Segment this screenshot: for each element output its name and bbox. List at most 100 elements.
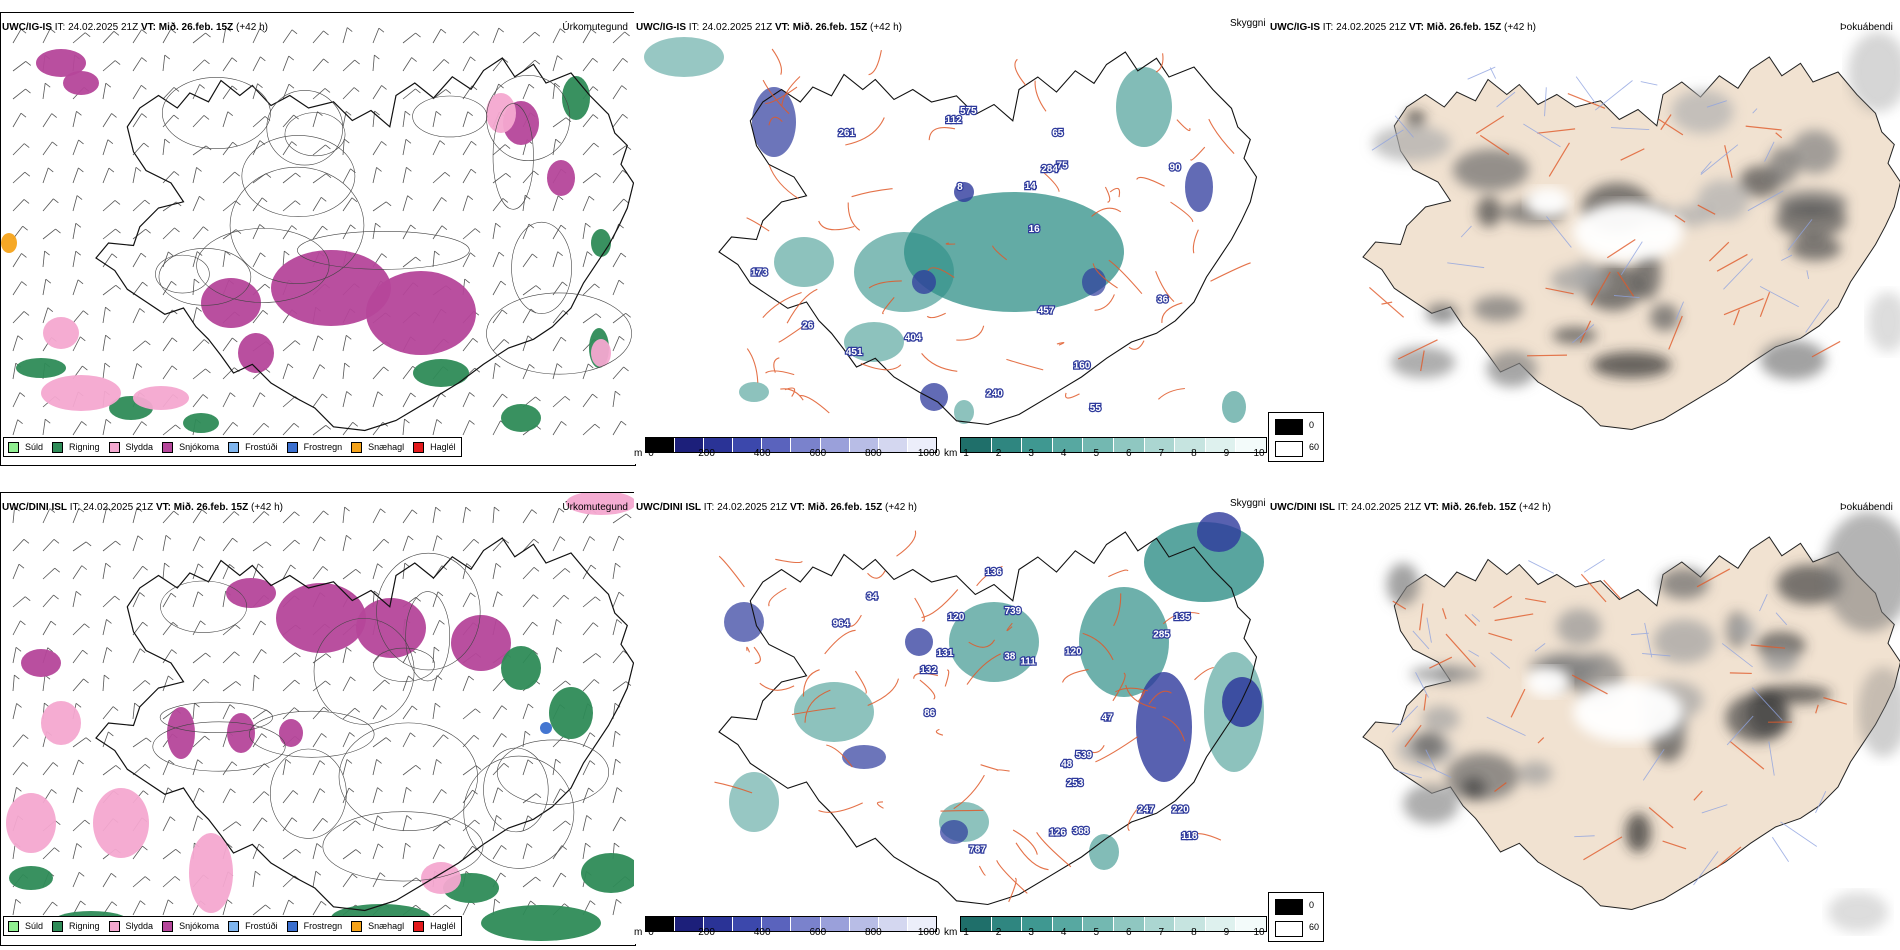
visibility-area: [912, 270, 936, 294]
cloud-map-row2: [1362, 512, 1900, 932]
colorbar-segment: [762, 438, 792, 452]
ceiling-value-label: 131: [937, 648, 954, 659]
glacier-area: [1526, 667, 1570, 697]
ptype-map-row1: [1, 26, 635, 436]
ceiling-value-label: 404: [905, 332, 922, 343]
ptype-legend-item: Frostúði: [228, 441, 278, 453]
precip-area: [562, 76, 590, 120]
ptype-legend-swatch: [286, 441, 298, 453]
ceiling-map-row1: 55 75 90 36 14 8 160 457 261 240 26 575 284 404 16 112 6…: [644, 37, 1258, 426]
ceiling-value-label: 451: [846, 347, 863, 358]
model-name: UWC/DINI ISL: [2, 502, 67, 513]
visibility-area: [844, 322, 904, 362]
precip-area: [591, 339, 611, 367]
ceiling-value-label: 86: [924, 708, 936, 719]
ceiling-value-label: 38: [1004, 651, 1016, 662]
cloud-map-row1: [1362, 32, 1900, 431]
model-name: UWC/DINI ISL: [636, 502, 701, 513]
colorbar-tick-label: 7: [1158, 448, 1165, 459]
road-network: [1369, 93, 1841, 372]
precip-area: [279, 719, 303, 747]
precip-area: [566, 493, 635, 515]
visibility-area: [1136, 672, 1192, 782]
colorbar-tick-label: 1: [963, 927, 969, 938]
visibility-area: [854, 232, 954, 312]
colorbar-tick-label: 9: [1223, 927, 1230, 938]
colorbar-tick-label: 1: [963, 448, 969, 459]
road-network: [714, 530, 1222, 903]
ptype-header-row1: UWC/IG-IS IT: 24.02.2025 21Z VT: Mið. 26…: [2, 22, 268, 34]
colorbar-segment: [1113, 438, 1145, 452]
ceiling-value-label: 739: [1005, 606, 1022, 617]
ptype-legend-label: Haglél: [430, 921, 456, 931]
init-time: IT: 24.02.2025 21Z: [54, 22, 139, 33]
ceiling-value-label: 55: [1090, 403, 1102, 414]
precip-area: [581, 853, 635, 893]
precip-area: [421, 862, 461, 894]
colorbar-segment: [704, 438, 734, 452]
ceiling-value-label: 47: [1102, 712, 1114, 723]
colorbar-tick-label: 10: [1253, 448, 1265, 459]
sea-fog-area: [1858, 667, 1900, 757]
model-name: UWC/IG-IS: [2, 22, 52, 33]
precip-area: [501, 646, 541, 690]
valid-time-label: VT:: [1423, 502, 1439, 513]
colorbar-tick-label: 2: [995, 448, 1002, 459]
ceiling-value-label: 48: [1061, 759, 1073, 770]
valid-time: Mið. 26.feb. 15Z: [173, 502, 249, 513]
ceiling-km-colorbar-row1: [960, 437, 1267, 453]
colorbar-tick-label: 600: [809, 927, 827, 938]
colorbar-segment: [907, 438, 936, 452]
colorbar-segment: [762, 917, 792, 931]
ceiling-m-unit-row1: m: [634, 448, 643, 459]
precip-area: [549, 687, 593, 739]
ceiling-value-label: 111: [1020, 656, 1036, 667]
ceiling-map-row2: 739 136 220 120 964 132 368 787 285 135 47 247 539 13…: [714, 512, 1264, 906]
colorbar-tick-label: 4: [1060, 927, 1067, 938]
ptype-legend-item: Rigning: [52, 441, 100, 453]
ptype-legend-label: Frostregn: [303, 921, 343, 931]
visibility-area: [739, 382, 769, 402]
colorbar-segment: [646, 438, 676, 452]
valid-time-label: VT:: [1408, 22, 1424, 33]
ceiling-value-label: 126: [1049, 827, 1066, 838]
colorbar-segment: [961, 438, 992, 452]
ptype-legend-item: Frostúði: [228, 920, 278, 932]
precip-area: [547, 160, 575, 196]
colorbar-segment: [791, 438, 821, 452]
precip-area: [413, 359, 469, 387]
ceiling-value-label: 120: [948, 612, 965, 623]
ptype-legend-label: Súld: [25, 442, 44, 452]
cloud-legend-row1: 0 60: [1268, 412, 1324, 462]
ceiling-labels: 739 136 220 120 964 132 368 787 285 135 47 247 539 13…: [831, 566, 1199, 857]
ceiling-value-label: 8: [957, 182, 963, 193]
visibility-area: [905, 628, 933, 656]
valid-time: Mið. 26.feb. 15Z: [1426, 22, 1502, 33]
cloud-legend-bottom-label: 60: [1309, 442, 1320, 452]
precip-area: [41, 701, 81, 745]
ceiling-value-label: 34: [866, 591, 878, 602]
precip-area: [227, 713, 255, 753]
ptype-legend-swatch: [351, 441, 363, 453]
colorbar-tick-label: 2: [995, 927, 1002, 938]
ceiling-value-label: 368: [1073, 826, 1090, 837]
ceiling-panel-row2: 739 136 220 120 964 132 368 787 285 135 47 247 539 13…: [634, 492, 1268, 944]
precip-area: [201, 278, 261, 328]
cloud-legend-black-swatch: [1275, 419, 1303, 435]
ptype-legend-item: Slydda: [108, 441, 153, 453]
cloud-header-row2: UWC/DINI ISL IT: 24.02.2025 21Z VT: Mið.…: [1270, 502, 1551, 514]
ceiling-value-label: 285: [1153, 630, 1170, 641]
visibility-area: [1222, 677, 1262, 727]
ceiling-value-label: 26: [802, 321, 814, 332]
colorbar-segment: [1022, 438, 1053, 452]
ceiling-km-unit-row2: km: [944, 927, 958, 938]
precip-area: [1, 233, 17, 253]
ceiling-header-row1: UWC/IG-IS IT: 24.02.2025 21Z VT: Mið. 26…: [636, 22, 902, 34]
visibility-area: [1222, 391, 1246, 423]
ceiling-value-label: 75: [1057, 160, 1069, 171]
precip-area: [481, 905, 601, 941]
visibility-area: [904, 192, 1124, 312]
ptype-legend-item: Frostregn: [286, 441, 342, 453]
colorbar-tick-label: 7: [1158, 927, 1165, 938]
ptype-legend-item: Súld: [8, 441, 44, 453]
